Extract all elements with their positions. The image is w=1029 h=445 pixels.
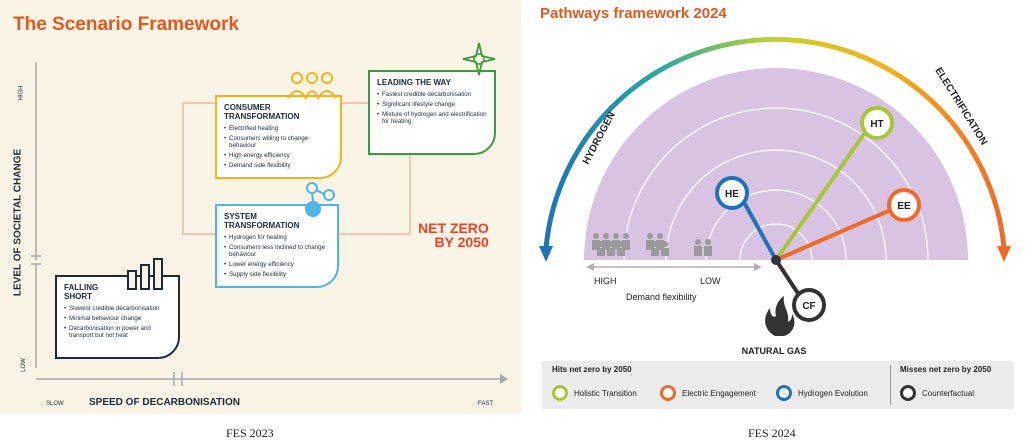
factory-chimneys-icon	[127, 258, 163, 290]
legend-ring-icon	[660, 385, 676, 401]
legend-ring-icon	[900, 385, 916, 401]
he-marker	[715, 176, 749, 210]
fes2024-title: Pathways framework 2024	[540, 5, 727, 22]
legend-item-label: Holistic Transition	[574, 388, 637, 398]
pivot-dot	[771, 255, 781, 265]
card-bullet: Consumers willing to change behaviour	[224, 135, 333, 149]
card-title: CONSUMER	[224, 103, 271, 112]
legend-divider	[890, 365, 891, 405]
he-needle	[738, 194, 778, 261]
left-arrowhead	[539, 246, 553, 262]
legend-ring-icon	[776, 385, 792, 401]
y-axis-label: LEVEL OF SOCIETAL CHANGE	[12, 148, 24, 297]
compass-star-icon	[462, 42, 496, 76]
legend-item-electric: Electric Engagement	[660, 385, 756, 401]
card-title: TRANSFORMATION	[224, 221, 300, 230]
people-medium-group-icon	[646, 233, 669, 256]
net-zero-label: NET ZERO BY 2050	[418, 221, 489, 249]
card-bullet: High energy efficiency	[224, 152, 333, 159]
ee-marker	[887, 188, 921, 222]
legend-hits-heading: Hits net zero by 2050	[552, 365, 632, 374]
caption-fes2024: FES 2024	[748, 426, 796, 440]
leading-the-way-card: LEADING THE WAY Fastest credible decarbo…	[368, 70, 496, 155]
x-fast-label: FAST	[478, 401, 494, 407]
y-high-label: HIGH	[18, 85, 25, 101]
demand-low-label: LOW	[700, 276, 721, 286]
legend-item-holistic: Holistic Transition	[552, 385, 637, 401]
card-bullet: Minimal behaviour change	[64, 315, 171, 322]
legend-item-label: Electric Engagement	[682, 388, 756, 398]
x-axis-label: SPEED OF DECARBONISATION	[89, 397, 240, 408]
ee-needle	[775, 203, 903, 262]
net-zero-line-1: NET ZERO	[418, 220, 489, 236]
he-label: HE	[725, 189, 739, 200]
card-bullet: Significant lifestyle change	[377, 101, 487, 108]
pathways-arc-diagram: HYDROGEN ELECTRIFICATION HT EE HE CF HIG…	[539, 36, 1011, 356]
card-title: SYSTEM	[224, 212, 257, 221]
people-large-group-icon	[592, 233, 630, 256]
card-bullet: Hydrogen for heating	[224, 234, 330, 241]
card-bullet: Fastest credible decarbonisation	[377, 91, 487, 98]
card-bullet: Demand side flexibility	[224, 162, 333, 169]
caption-fes2023: FES 2023	[226, 426, 274, 440]
gradient-outer-arc	[543, 36, 1007, 249]
y-low-label: LOW	[20, 358, 27, 372]
card-title: SHORT	[64, 292, 92, 301]
natural-gas-label: NATURAL GAS	[742, 346, 807, 356]
card-bullet: Consumers less inclined to change behavi…	[224, 244, 330, 258]
card-title: FALLING	[64, 283, 99, 292]
ee-label: EE	[897, 201, 911, 212]
legend-item-hydrogen: Hydrogen Evolution	[776, 385, 868, 401]
legend-item-counterfactual: Counterfactual	[900, 385, 974, 401]
purple-half-disc	[584, 68, 968, 260]
demand-flexibility-label: Demand flexibility	[626, 292, 697, 302]
consumer-transformation-card: CONSUMER TRANSFORMATION Electrified heat…	[215, 95, 342, 179]
x-axis-arrow	[500, 374, 508, 384]
card-bullet: Electrified heating	[224, 125, 333, 132]
card-bullet: Slowest credible decarbonisation	[64, 305, 171, 312]
pathways-legend: Hits net zero by 2050 Misses net zero by…	[542, 361, 1014, 409]
legend-misses-heading: Misses net zero by 2050	[900, 365, 992, 374]
ht-needle	[774, 122, 873, 262]
card-title: LEADING THE WAY	[377, 78, 451, 87]
cf-label: CF	[802, 301, 815, 312]
people-small-group-icon	[694, 239, 712, 256]
card-bullet: Lower energy efficiency	[224, 261, 330, 268]
demand-high-label: HIGH	[594, 276, 617, 286]
legend-item-label: Counterfactual	[922, 388, 975, 398]
right-arrowhead	[997, 246, 1011, 262]
ht-label: HT	[870, 119, 883, 130]
system-transformation-card: SYSTEM TRANSFORMATION Hydrogen for heati…	[215, 204, 339, 288]
card-bullet: Decarbonisation in power and transport b…	[64, 325, 171, 339]
x-slow-label: SLOW	[46, 401, 64, 407]
fes2023-panel: The Scenario Framework LEVEL OF SOCIETAL…	[0, 0, 521, 414]
people-group-icon	[287, 72, 337, 100]
molecule-icon	[305, 182, 335, 217]
legend-ring-icon	[552, 385, 568, 401]
card-bullet: Supply side flexibility	[224, 271, 330, 278]
card-bullet: Mixture of hydrogen and electrification …	[377, 111, 487, 125]
net-zero-line-2: BY 2050	[434, 234, 489, 250]
ht-marker	[860, 106, 894, 140]
card-title: TRANSFORMATION	[224, 112, 300, 121]
legend-item-label: Hydrogen Evolution	[798, 388, 868, 398]
fes2024-panel: Pathways framework 2024	[528, 0, 1029, 414]
fes2023-title: The Scenario Framework	[13, 14, 239, 35]
flame-icon	[765, 296, 795, 336]
cf-marker	[792, 288, 826, 322]
